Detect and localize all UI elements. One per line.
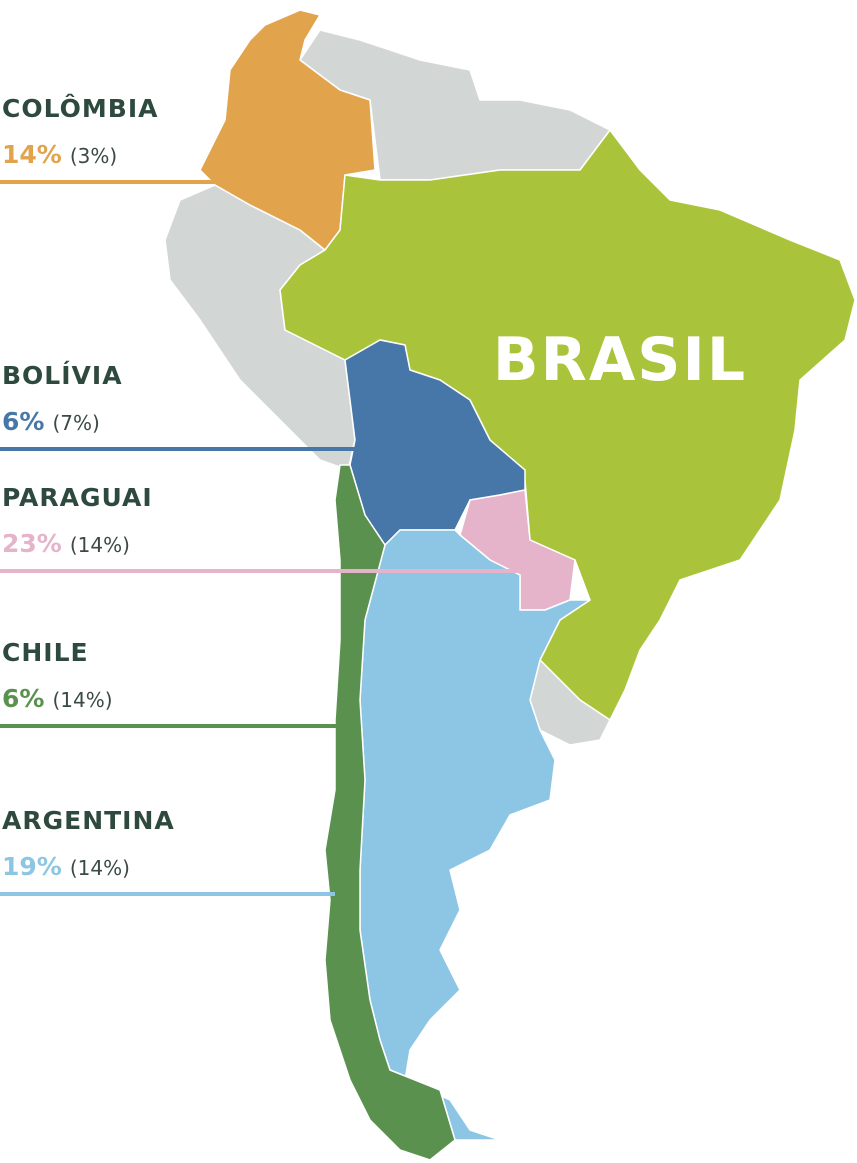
gray-north	[299, 29, 611, 181]
country-share: 6%	[2, 407, 44, 436]
country-name: COLÔMBIA	[2, 93, 158, 123]
country-name: BOLÍVIA	[2, 361, 123, 390]
country-name: CHILE	[2, 638, 89, 667]
country-share: 14%	[2, 140, 62, 169]
labels: COLÔMBIA 14% (3%) BOLÍVIA 6% (7%) PARAGUAI 23% (…	[0, 93, 520, 896]
country-share-line: 19% (14%)	[2, 852, 130, 881]
country-share-secondary: (14%)	[70, 856, 130, 880]
country-share-line: 6% (7%)	[2, 407, 100, 436]
country-share: 23%	[2, 529, 62, 558]
chile	[324, 464, 456, 1161]
brasil-label: BRASIL	[493, 325, 747, 395]
country-share: 19%	[2, 852, 62, 881]
country-share-line: 14% (3%)	[2, 140, 117, 169]
country-share-secondary: (3%)	[70, 144, 117, 168]
country-name: ARGENTINA	[2, 806, 175, 835]
country-share-line: 6% (14%)	[2, 684, 113, 713]
country-share-secondary: (7%)	[52, 411, 99, 435]
country-share-secondary: (14%)	[70, 533, 130, 557]
argentina	[359, 529, 591, 1141]
country-share-line: 23% (14%)	[2, 529, 130, 558]
country-name: PARAGUAI	[2, 483, 153, 512]
country-share: 6%	[2, 684, 44, 713]
country-share-secondary: (14%)	[52, 688, 112, 712]
